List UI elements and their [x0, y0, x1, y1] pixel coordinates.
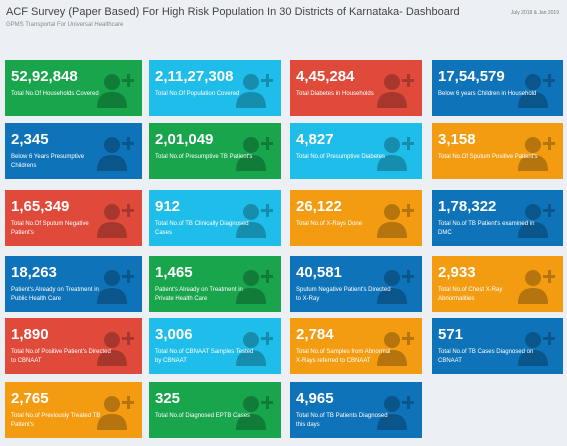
stat-value: 40,581	[296, 264, 342, 281]
stat-value: 2,765	[11, 390, 49, 407]
user-icon	[97, 137, 134, 171]
user-icon	[518, 137, 555, 171]
stat-value: 2,11,27,308	[155, 68, 234, 85]
stat-value: 4,827	[296, 131, 334, 148]
stat-tile: 2,933 Total No.of Chest X-Ray Abnormaliti…	[432, 256, 563, 312]
date-range: July 2018 & Jan 2019	[510, 10, 559, 16]
stat-tile: 52,92,848 Total No.Of Households Covered	[5, 60, 142, 116]
stat-tile: 4,965 Total No.of TB Patients Diagnosed t…	[290, 382, 422, 438]
stat-value: 2,933	[438, 264, 476, 281]
user-icon	[97, 270, 134, 304]
stat-value: 17,54,579	[438, 68, 505, 85]
user-icon	[97, 74, 134, 108]
stat-label: Total No.of Presumptive Diabetes	[296, 154, 386, 160]
stat-label: Patient's Already on Treatment in Public…	[11, 287, 99, 302]
stat-label: Total No.Of Population Covered	[155, 91, 240, 97]
stat-tile: 1,890 Total No.of Positive Patient's Dire…	[5, 318, 142, 374]
user-icon	[518, 74, 555, 108]
user-icon	[236, 137, 273, 171]
user-icon	[97, 204, 134, 238]
page-subtitle: GPMS Transportal For Universal Healthcar…	[6, 22, 124, 28]
stat-tile: 26,122 Total No.of X-Rays Done	[290, 190, 422, 246]
user-icon	[236, 396, 273, 430]
stat-value: 1,465	[155, 264, 193, 281]
stat-tile: 2,01,049 Total No.of Presumptive TB Patie…	[149, 123, 281, 179]
user-icon	[377, 396, 414, 430]
user-icon	[236, 332, 273, 366]
user-icon	[518, 270, 555, 304]
stat-tile: 2,345 Below 6 Years Presumptive Childrens	[5, 123, 142, 179]
stat-value: 1,890	[11, 326, 49, 343]
stat-tile: 4,45,284 Total Diabetes in Households	[290, 60, 422, 116]
stat-tile: 1,65,349 Total No.Of Sputum Negative Pati…	[5, 190, 142, 246]
stat-label: Total No.of TB Cases Diagnosed on CBNAAT	[438, 349, 534, 364]
stat-tile: 1,465 Patient's Already on Treatment in P…	[149, 256, 281, 312]
stat-label: Total No.Of Sputum Positive Patient's	[438, 154, 538, 160]
stat-label: Total No.of Chest X-Ray Abnormalities	[438, 287, 503, 302]
stat-label: Total No.Of Households Covered	[11, 91, 99, 97]
stat-value: 26,122	[296, 198, 342, 215]
stat-tile: 2,11,27,308 Total No.Of Population Covere…	[149, 60, 281, 116]
stat-label: Total Diabetes in Households	[296, 91, 374, 97]
stat-label: Below 6 years Children in Household	[438, 91, 537, 97]
stat-value: 325	[155, 390, 181, 407]
user-icon	[236, 204, 273, 238]
stat-tile: 40,581 Sputum Negative Patient's Directed…	[290, 256, 422, 312]
stat-label: Total No.of CBNAAT Samples Tested by CBN…	[155, 349, 254, 364]
user-icon	[377, 332, 414, 366]
user-icon	[518, 332, 555, 366]
stat-label: Total No.of TB Patient's examined in DMC	[438, 221, 535, 236]
stat-value: 2,784	[296, 326, 334, 343]
stat-value: 571	[438, 326, 464, 343]
stat-value: 4,965	[296, 390, 334, 407]
stat-tile: 4,827 Total No.of Presumptive Diabetes	[290, 123, 422, 179]
stat-value: 1,78,322	[438, 198, 497, 215]
stat-value: 2,345	[11, 131, 49, 148]
user-icon	[97, 396, 134, 430]
stat-label: Total No.of X-Rays Done	[296, 221, 363, 227]
user-icon	[236, 270, 273, 304]
stat-label: Total No.Of Sputum Negative Patient's	[11, 221, 89, 236]
user-icon	[377, 204, 414, 238]
stat-tile: 325 Total No.of Diagnosed EPTB Cases	[149, 382, 281, 438]
stat-tile: 3,158 Total No.Of Sputum Positive Patient…	[432, 123, 563, 179]
stat-label: Sputum Negative Patient's Directed to X-…	[296, 287, 391, 302]
stat-value: 2,01,049	[155, 131, 214, 148]
stat-tile: 2,784 Total No.of Samples from Abnormal X…	[290, 318, 422, 374]
stat-tile: 18,263 Patient's Already on Treatment in …	[5, 256, 142, 312]
stat-label: Patient's Already on Treatment in Privat…	[155, 287, 243, 302]
stat-label: Below 6 Years Presumptive Childrens	[11, 154, 85, 169]
stat-label: Total No.of Samples from Abnormal X-Rays…	[296, 349, 391, 364]
user-icon	[377, 270, 414, 304]
stat-tile: 912 Total No.of TB Clinically Diagnosed C…	[149, 190, 281, 246]
stat-label: Total No.of Previously Treated TB Patien…	[11, 413, 101, 428]
stat-label: Total No.of TB Clinically Diagnosed Case…	[155, 221, 249, 236]
stat-tile: 571 Total No.of TB Cases Diagnosed on CBN…	[432, 318, 563, 374]
stat-value: 52,92,848	[11, 68, 78, 85]
stat-value: 3,006	[155, 326, 193, 343]
user-icon	[518, 204, 555, 238]
page-title: ACF Survey (Paper Based) For High Risk P…	[6, 6, 460, 18]
stat-label: Total No.of Presumptive TB Patient's	[155, 154, 253, 160]
user-icon	[97, 332, 134, 366]
stat-tile: 1,78,322 Total No.of TB Patient's examine…	[432, 190, 563, 246]
stat-value: 18,263	[11, 264, 57, 281]
stat-label: Total No.of TB Patients Diagnosed this d…	[296, 413, 388, 428]
stat-value: 1,65,349	[11, 198, 70, 215]
stat-tile: 2,765 Total No.of Previously Treated TB P…	[5, 382, 142, 438]
stat-value: 912	[155, 198, 181, 215]
stat-value: 3,158	[438, 131, 476, 148]
stat-label: Total No.of Diagnosed EPTB Cases	[155, 413, 251, 419]
stat-tile: 17,54,579 Below 6 years Children in House…	[432, 60, 563, 116]
stat-value: 4,45,284	[296, 68, 355, 85]
stat-tile: 3,006 Total No.of CBNAAT Samples Tested b…	[149, 318, 281, 374]
user-icon	[377, 74, 414, 108]
stat-label: Total No.of Positive Patient's Directed …	[11, 349, 111, 364]
user-icon	[236, 74, 273, 108]
user-icon	[377, 137, 414, 171]
